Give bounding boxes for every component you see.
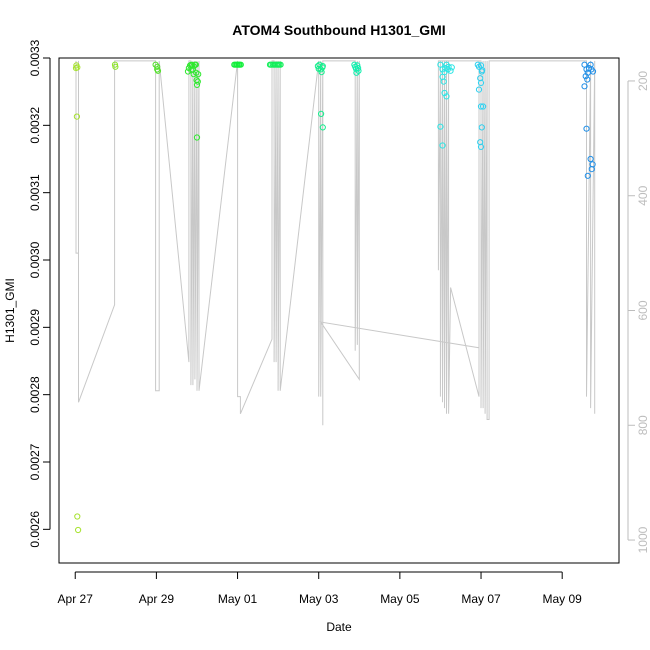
y-tick-label: 0.0029: [28, 309, 42, 346]
x-tick-label: May 07: [461, 592, 501, 606]
data-point: [195, 71, 202, 78]
data-point: [277, 61, 284, 68]
data-point: [319, 63, 326, 70]
data-point: [353, 69, 360, 76]
plot-frame: [58, 57, 620, 564]
pressure-trace-layer: [75, 60, 596, 426]
y-tick-label: 0.0033: [28, 39, 42, 76]
y-tick-label: 0.0027: [28, 443, 42, 480]
right-axis: 200 400 600 800 1000: [627, 71, 650, 553]
data-point: [190, 63, 197, 70]
data-point: [588, 166, 595, 173]
data-point: [477, 103, 485, 110]
data-point: [584, 172, 591, 179]
data-point: [75, 526, 82, 534]
chart-title: ATOM4 Southbound H1301_GMI: [232, 22, 445, 38]
data-point: [475, 86, 483, 93]
y-tick-label: 0.0030: [28, 241, 42, 278]
data-point: [477, 79, 485, 87]
data-point: [193, 81, 201, 89]
data-point: [587, 155, 594, 163]
data-point: [194, 78, 201, 85]
data-point: [584, 76, 591, 83]
y-tick-label: 0.0028: [28, 376, 42, 413]
data-point: [582, 73, 589, 80]
data-point: [581, 83, 588, 90]
data-points-layer: [72, 61, 597, 534]
x-tick-label: Apr 29: [139, 592, 175, 606]
y-tick-label: 0.0026: [28, 511, 42, 548]
data-point: [589, 68, 597, 75]
data-point: [478, 124, 485, 131]
x-axis-label: Date: [326, 620, 352, 634]
data-point: [154, 67, 162, 74]
data-point: [447, 67, 454, 74]
data-point: [184, 68, 192, 75]
data-point: [112, 63, 119, 70]
data-point: [193, 134, 201, 141]
right-tick-label: 800: [636, 415, 650, 435]
right-tick-label: 600: [636, 300, 650, 320]
x-axis: Apr 27 Apr 29 May 01 May 03 May 05 May 07 May …: [58, 571, 583, 606]
y-axis-label: H1301_GMI: [3, 278, 17, 343]
data-point: [441, 89, 448, 97]
x-tick-label: May 03: [299, 592, 339, 606]
x-tick-label: May 05: [380, 592, 420, 606]
data-point: [440, 78, 447, 85]
data-point: [479, 67, 486, 74]
data-point: [477, 143, 485, 150]
pressure-trace-line: [75, 60, 596, 426]
x-tick-label: Apr 27: [58, 592, 94, 606]
right-tick-label: 400: [636, 185, 650, 205]
data-point: [73, 113, 81, 120]
data-point: [437, 123, 444, 130]
right-tick-label: 200: [636, 71, 650, 91]
data-point: [237, 61, 244, 68]
data-point: [72, 65, 80, 72]
y-tick-label: 0.0031: [28, 174, 42, 211]
data-point: [319, 124, 326, 131]
data-point: [74, 513, 81, 520]
data-point: [439, 142, 446, 149]
x-tick-label: May 01: [218, 592, 258, 606]
right-tick-label: 1000: [636, 526, 650, 553]
data-point: [318, 110, 325, 118]
data-point: [448, 64, 455, 71]
y-tick-label: 0.0032: [28, 107, 42, 144]
data-point: [154, 63, 161, 70]
data-point: [443, 93, 450, 100]
y-axis: 0.0026 0.0027 0.0028 0.0029 0.0030 0.0031 0.00…: [28, 39, 51, 548]
data-point: [583, 125, 590, 132]
data-point: [480, 103, 487, 110]
x-tick-label: May 09: [543, 592, 583, 606]
